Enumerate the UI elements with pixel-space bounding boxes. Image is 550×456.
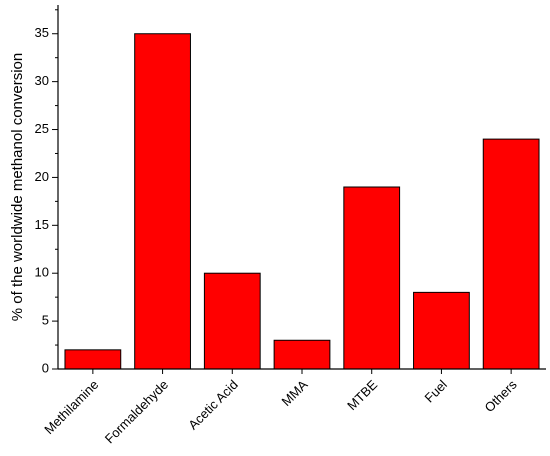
y-tick-label: 15 <box>35 217 49 232</box>
y-axis-label: % of the worldwide methanol conversion <box>9 53 26 321</box>
y-tick-label: 25 <box>35 121 49 136</box>
x-tick-label: MTBE <box>344 377 380 413</box>
x-tick-label: MMA <box>278 377 310 409</box>
y-tick-label: 20 <box>35 169 49 184</box>
y-tick-label: 30 <box>35 73 49 88</box>
bar <box>134 33 191 370</box>
x-tick-label: Fuel <box>421 377 450 406</box>
x-tick-label: Acetic Acid <box>185 377 241 433</box>
y-tick-label: 10 <box>35 265 49 280</box>
bar <box>482 138 540 370</box>
bar <box>273 339 331 370</box>
bar <box>413 291 470 370</box>
x-tick-label: Formaldehyde <box>102 377 171 446</box>
x-tick-label: Others <box>482 377 521 416</box>
y-tick-label: 5 <box>42 313 49 328</box>
bar <box>203 272 261 370</box>
bar <box>343 186 401 370</box>
y-tick-label: 0 <box>42 360 49 375</box>
bar <box>64 349 122 370</box>
x-tick-label: Methilamine <box>41 377 101 437</box>
y-tick-label: 35 <box>35 25 49 40</box>
